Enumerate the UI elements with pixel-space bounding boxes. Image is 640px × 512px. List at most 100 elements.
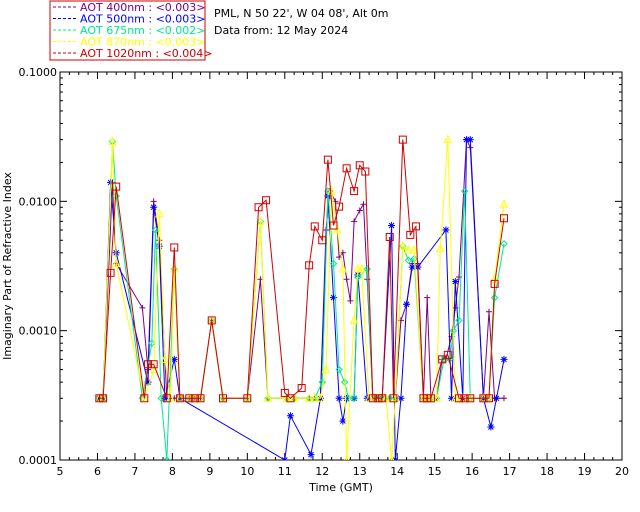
data-point	[99, 394, 108, 403]
data-point	[175, 394, 184, 403]
data-point	[329, 259, 338, 268]
data-point	[438, 355, 447, 364]
y-tick-label: 0.1000	[19, 66, 58, 79]
data-point	[455, 316, 463, 325]
data-point	[500, 355, 508, 363]
data-point	[262, 196, 271, 205]
data-point	[155, 242, 163, 250]
data-point	[175, 393, 185, 402]
data-point	[150, 203, 158, 211]
data-point	[455, 394, 464, 403]
data-point	[148, 339, 156, 347]
data-point	[360, 201, 367, 208]
x-tick-label: 18	[540, 465, 554, 478]
data-point	[500, 395, 507, 402]
legend-entry: AOT 500nm : <0.003>	[80, 13, 206, 26]
data-point	[139, 393, 149, 402]
data-point	[254, 203, 263, 212]
x-tick-label: 20	[615, 465, 629, 478]
data-point	[286, 394, 295, 403]
data-point	[451, 277, 459, 285]
data-point	[389, 394, 398, 403]
series-2	[95, 137, 508, 460]
x-tick-label: 14	[390, 465, 404, 478]
x-tick-label: 10	[240, 465, 254, 478]
data-point	[318, 378, 326, 386]
data-point	[388, 222, 396, 230]
data-point	[330, 294, 338, 302]
data-point	[487, 423, 495, 431]
x-axis: 5 6 7 8 9 10 11 12 13 14 15 16 17 18 19 20	[57, 72, 629, 478]
data-point	[406, 230, 415, 239]
data-point	[404, 244, 413, 254]
data-point	[160, 354, 170, 363]
data-point	[344, 394, 353, 402]
x-tick-label: 9	[206, 465, 213, 478]
data-point	[310, 393, 320, 402]
data-point	[424, 294, 431, 301]
data-point	[139, 304, 146, 311]
data-point	[408, 263, 416, 271]
data-point	[344, 454, 350, 460]
data-point	[350, 187, 359, 196]
x-tick-label: 6	[94, 465, 101, 478]
data-point	[170, 243, 179, 252]
data-point	[321, 364, 331, 374]
legend-entry: AOT 675nm : <0.002>	[80, 24, 206, 37]
data-point	[343, 276, 350, 283]
data-point	[343, 394, 351, 402]
site-label: PML, N 50 22', W 04 08', Alt 0m	[214, 7, 388, 20]
series-line	[99, 139, 505, 460]
data-point	[151, 226, 160, 234]
data-point	[363, 265, 371, 273]
data-point	[111, 258, 121, 268]
data-point	[207, 316, 216, 325]
data-point	[500, 240, 508, 248]
data-point	[378, 394, 387, 403]
data-point	[368, 394, 377, 403]
data-point	[466, 136, 474, 144]
data-point	[355, 161, 364, 170]
x-tick-label: 12	[315, 465, 329, 478]
data-point	[411, 222, 420, 231]
data-point	[323, 155, 332, 164]
series-4	[95, 135, 508, 403]
series-line	[99, 141, 505, 460]
data-point	[280, 388, 289, 397]
data-point	[256, 216, 265, 225]
y-tick-label: 0.0001	[19, 454, 58, 467]
data-point	[329, 221, 338, 230]
data-point	[347, 297, 354, 304]
data-point	[409, 244, 419, 254]
data-point	[435, 243, 445, 253]
y-axis-label: Imaginary Part of Refractive Index	[1, 172, 14, 360]
data-point	[354, 273, 362, 281]
data-point	[397, 394, 405, 402]
data-point	[185, 394, 194, 403]
data-point	[339, 417, 347, 425]
x-tick-label: 13	[353, 465, 367, 478]
data-point	[327, 185, 336, 195]
series-line	[99, 139, 505, 460]
series-layer	[95, 134, 509, 460]
data-point	[162, 394, 171, 403]
x-tick-label: 11	[278, 465, 292, 478]
data-point	[357, 263, 366, 273]
data-point	[335, 202, 344, 211]
data-point	[281, 456, 289, 460]
data-point	[144, 378, 152, 386]
x-tick-label: 19	[578, 465, 592, 478]
data-point	[490, 293, 499, 302]
data-point	[443, 134, 453, 144]
series-line	[99, 139, 505, 399]
data-point	[161, 394, 169, 402]
data-point	[243, 393, 252, 402]
data-point	[318, 236, 327, 245]
data-point	[335, 394, 343, 402]
data-point	[492, 394, 500, 402]
data-point	[426, 394, 435, 403]
data-point	[144, 360, 153, 369]
data-point	[163, 456, 171, 460]
data-point	[385, 232, 394, 241]
